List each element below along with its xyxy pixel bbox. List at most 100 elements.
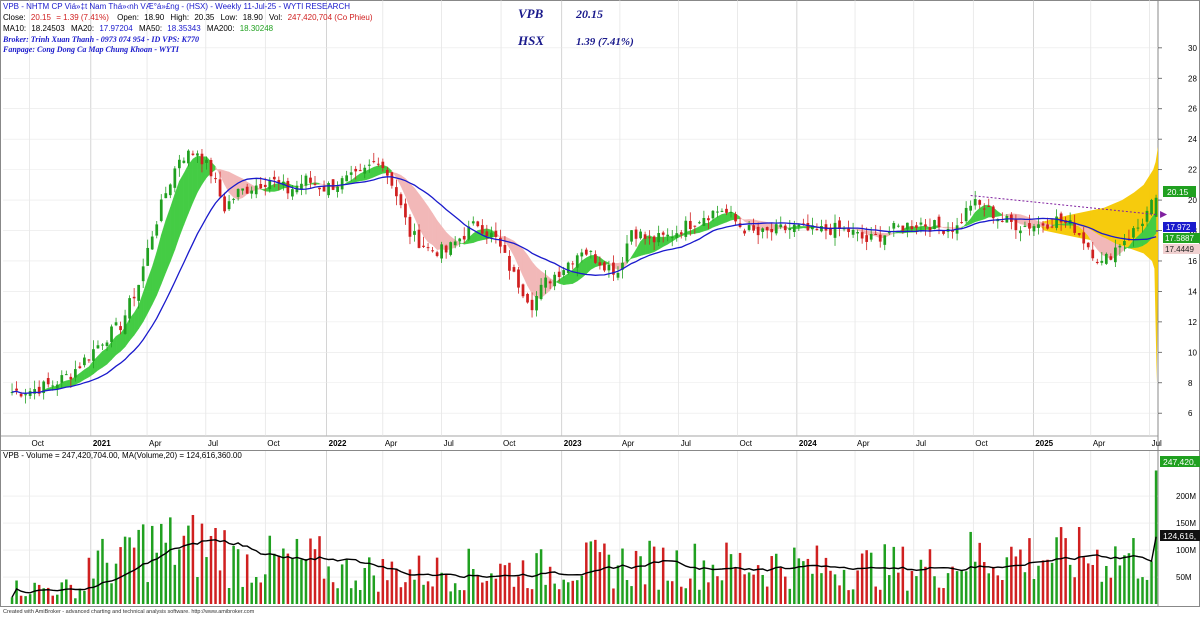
x-tick-label: 2024 (799, 439, 817, 448)
volume-bar (793, 548, 796, 604)
candle-body (861, 232, 864, 238)
candle-body (793, 225, 796, 232)
candle-body (15, 389, 18, 391)
candle-body (657, 233, 660, 242)
volume-bar (61, 582, 64, 604)
volume-bar (431, 586, 434, 604)
candle-body (562, 270, 565, 275)
candle-body (1096, 262, 1099, 263)
candle-body (707, 218, 710, 220)
volume-bar (770, 556, 773, 604)
x-tick-label: Apr (149, 439, 162, 448)
candle-body (20, 394, 23, 397)
volume-bar (1028, 538, 1031, 604)
candle-body (291, 189, 294, 196)
volume-bar (395, 569, 398, 604)
candle-body (205, 160, 208, 163)
volume-bar (567, 582, 570, 604)
candle-body (580, 252, 583, 256)
candle-body (124, 315, 127, 333)
volume-bar (789, 589, 792, 604)
volume-bar (11, 597, 14, 604)
volume-bar (341, 564, 344, 604)
volume-bar (454, 583, 457, 604)
candle-body (146, 248, 149, 266)
candle-body (24, 394, 27, 395)
volume-bar (490, 573, 493, 604)
volume-bar (933, 576, 936, 604)
candle-body (119, 326, 122, 330)
volume-bar (874, 587, 877, 604)
volume-bar (888, 575, 891, 604)
candle-body (1119, 246, 1122, 248)
volume-bar (146, 582, 149, 604)
candle-body (219, 179, 222, 196)
volume-bar (608, 555, 611, 604)
volume-bar (513, 587, 516, 604)
volume-bar (56, 595, 59, 604)
volume-bar (716, 576, 719, 604)
volume-bar (707, 582, 710, 604)
volume-bar (856, 570, 859, 604)
volume-bar (757, 565, 760, 604)
candle-body (97, 345, 100, 348)
volume-bar (553, 584, 556, 604)
candle-body (65, 374, 68, 375)
candle-body (508, 256, 511, 271)
volume-bar (296, 539, 299, 604)
volume-bar (535, 553, 538, 604)
volume-bar (359, 590, 362, 604)
candle-body (531, 300, 534, 310)
x-tick-label: 2021 (93, 439, 111, 448)
volume-bar (775, 554, 778, 604)
volume-bar (187, 526, 190, 604)
volume-bar (1069, 565, 1072, 604)
volume-bar (101, 539, 104, 604)
volume-bar (386, 580, 389, 604)
candle-body (788, 228, 791, 230)
candle-body (522, 284, 525, 296)
volume-bar (517, 576, 520, 604)
candle-body (897, 226, 900, 227)
volume-bar (1055, 537, 1058, 604)
candle-body (327, 183, 330, 195)
volume-bar (680, 587, 683, 604)
volume-bar (558, 589, 561, 604)
volume-bar (802, 561, 805, 604)
candle-body (599, 262, 602, 265)
header-broker: Broker: Trinh Xuan Thanh - 0973 074 954 … (2, 35, 199, 44)
candle-body (137, 285, 140, 301)
y-tick-label: 24 (1188, 135, 1197, 144)
candle-body (938, 217, 941, 228)
candle-body (716, 212, 719, 213)
candle-body (237, 189, 240, 197)
volume-bar (391, 562, 394, 604)
volume-bar (730, 554, 733, 604)
volume-bar (210, 536, 213, 604)
volume-bar (599, 552, 602, 604)
volume-bar (725, 543, 728, 604)
volume-bar (29, 594, 32, 604)
candle-body (336, 186, 339, 192)
candle-body (585, 250, 588, 255)
volume-bar (562, 580, 565, 604)
volume-bar (1092, 565, 1095, 604)
volume-bar (924, 567, 927, 604)
candle-body (1019, 231, 1022, 234)
volume-bar (983, 562, 986, 604)
candle-body (1051, 227, 1054, 228)
volume-bar (617, 565, 620, 604)
volume-bar (174, 565, 177, 604)
volume-bar (915, 576, 918, 604)
ma-band-segment (980, 205, 985, 220)
candle-body (1015, 220, 1018, 231)
x-tick-label: 2022 (329, 439, 347, 448)
volume-bar (232, 546, 235, 604)
volume-bar (920, 560, 923, 604)
volume-bar (413, 580, 416, 604)
volume-bar (314, 549, 317, 604)
candle-body (1109, 256, 1112, 260)
volume-bar (228, 588, 231, 604)
x-tick-label: Apr (385, 439, 398, 448)
volume-bar (1060, 527, 1063, 604)
